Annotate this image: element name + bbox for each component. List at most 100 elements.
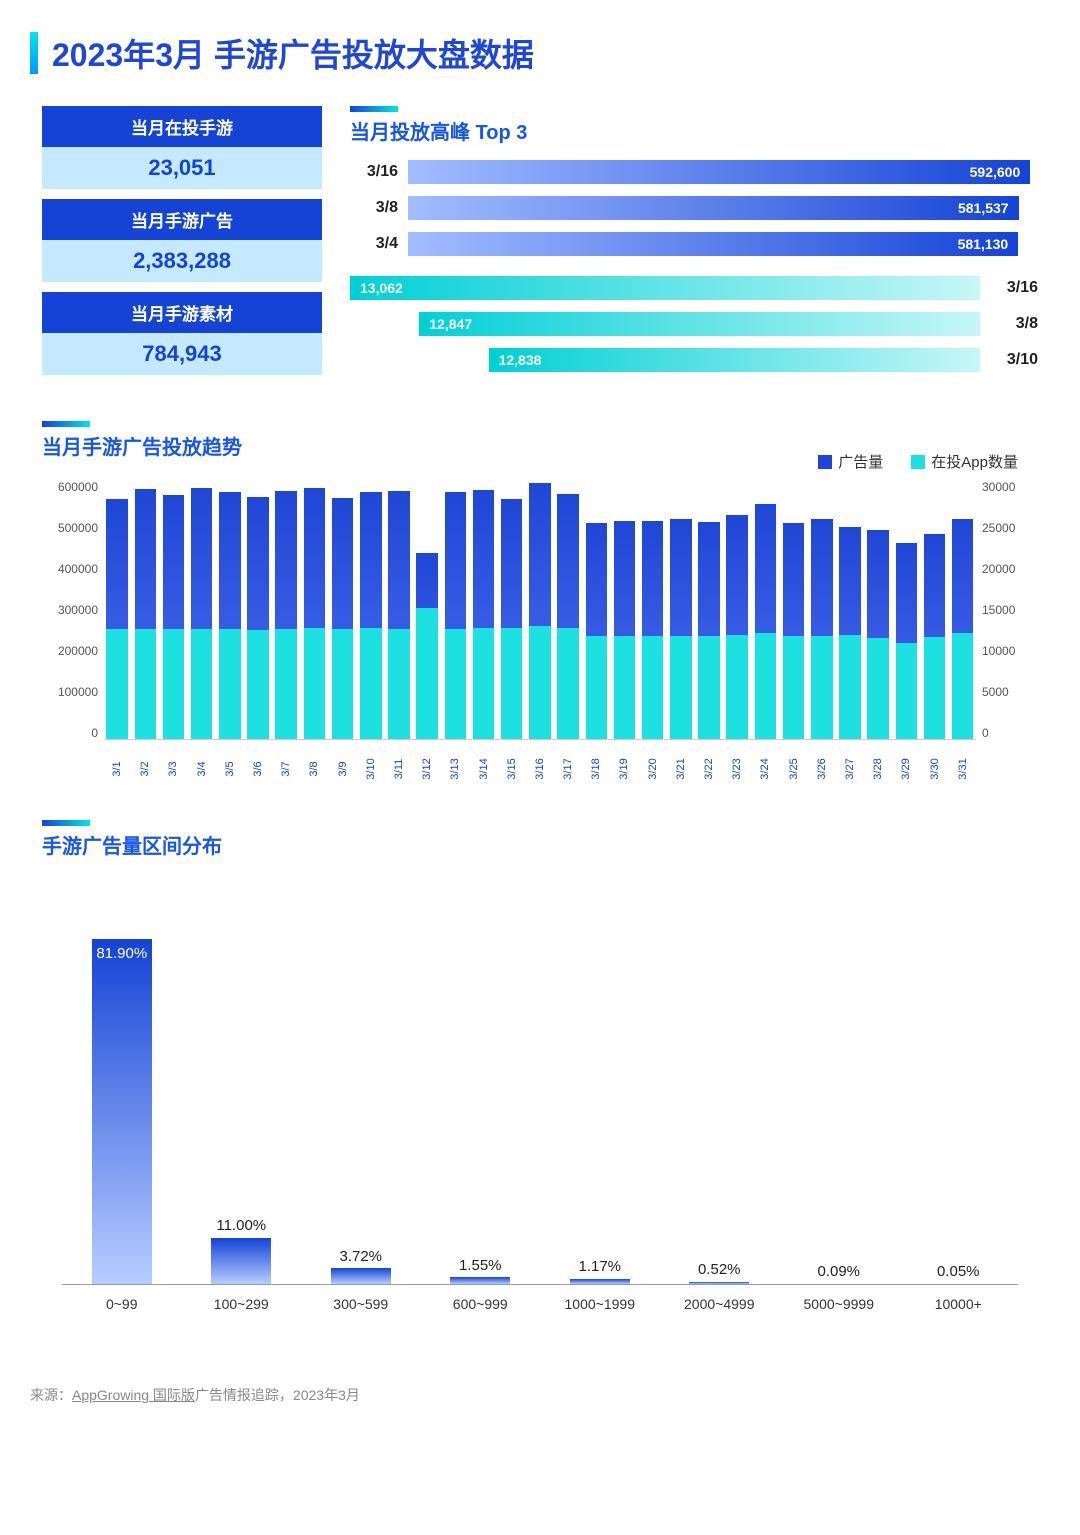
trend-day-label: 3/9 [337,761,349,776]
distribution-section: 手游广告量区间分布 81.90%0~9911.00%100~2993.72%30… [30,820,1050,1325]
trend-app-bar [163,629,184,740]
trend-day-label: 3/26 [816,758,828,779]
trend-day-label: 3/31 [957,758,969,779]
trend-app-bar [135,629,156,740]
dist-bin-column: 0.52%2000~4999 [660,905,780,1284]
peak-value: 581,537 [958,200,1019,216]
legend-ad-swatch [818,455,832,469]
yaxis-tick: 0 [42,726,98,740]
footer-suffix: 广告情报追踪，2023年3月 [195,1387,360,1403]
peak-cyan-row: 12,8473/8 [350,309,1038,339]
peak-blue-row: 3/4581,130 [350,229,1038,259]
trend-day-column: 3/9 [330,480,356,739]
peak-bar-track: 581,130 [408,232,1038,256]
peak-column: 当月投放高峰 Top 3 3/16592,6003/8581,5373/4581… [350,106,1038,381]
dist-bin-column: 81.90%0~99 [62,905,182,1284]
trend-app-bar [445,629,466,740]
trend-day-column: 3/25 [781,480,807,739]
peak-date-label: 3/4 [350,235,408,253]
trend-day-column: 3/21 [668,480,694,739]
trend-app-bar [924,637,945,739]
trend-day-column: 3/15 [499,480,525,739]
trend-yaxis-left: 6000005000004000003000002000001000000 [42,480,98,740]
trend-day-label: 3/21 [675,758,687,779]
peak-date-label: 3/10 [980,351,1038,369]
dist-bar [450,1277,510,1284]
trend-day-label: 3/30 [929,758,941,779]
trend-app-bar [557,628,578,739]
trend-app-bar [867,638,888,739]
legend-ad-label: 广告量 [838,451,883,472]
trend-app-bar [275,629,296,739]
trend-day-column: 3/20 [640,480,666,739]
dist-bin-column: 1.17%1000~1999 [540,905,660,1284]
trend-day-label: 3/14 [478,758,490,779]
trend-app-bar [698,636,719,739]
dist-bin-column: 3.72%300~599 [301,905,421,1284]
trend-day-label: 3/7 [280,761,292,776]
trend-app-bar [642,636,663,739]
trend-day-label: 3/29 [900,758,912,779]
peak-value: 12,838 [489,352,542,368]
trend-heading: 当月手游广告投放趋势 [42,421,242,460]
trend-day-label: 3/15 [506,758,518,779]
yaxis-tick: 15000 [982,603,1038,617]
yaxis-tick: 20000 [982,562,1038,576]
footer-link: AppGrowing 国际版 [72,1387,195,1403]
peak-heading: 当月投放高峰 Top 3 [350,106,1038,145]
kpi-value: 2,383,288 [42,240,322,282]
trend-day-column: 3/7 [273,480,299,739]
trend-day-column: 3/13 [442,480,468,739]
trend-day-label: 3/10 [365,758,377,779]
trend-app-bar [473,628,494,739]
trend-app-bar [360,628,381,739]
peak-blue-bar: 592,600 [408,160,1030,184]
trend-day-label: 3/13 [449,758,461,779]
trend-app-bar [811,636,832,739]
trend-day-label: 3/24 [759,758,771,779]
dist-chart: 81.90%0~9911.00%100~2993.72%300~5991.55%… [42,905,1038,1325]
dist-bin-label: 0~99 [106,1296,138,1312]
trend-day-label: 3/19 [618,758,630,779]
peak-title: 当月投放高峰 Top 3 [350,116,1038,145]
dist-pct-label: 0.52% [698,1261,741,1278]
trend-app-bar [304,628,325,739]
trend-app-bar [529,626,550,739]
trend-day-label: 3/11 [393,759,405,780]
trend-day-column: 3/3 [160,480,186,739]
peak-date-label: 3/16 [980,279,1038,297]
peak-cyan-bars: 13,0623/1612,8473/812,8383/10 [350,273,1038,375]
dist-bin-label: 10000+ [935,1296,982,1312]
peak-value: 12,847 [419,316,472,332]
dist-bin-label: 2000~4999 [684,1296,754,1312]
dist-bar [570,1279,630,1284]
dist-pct-label: 3.72% [339,1248,382,1265]
page-title: 2023年3月 手游广告投放大盘数据 [52,30,534,76]
peak-bar-track: 592,600 [408,160,1038,184]
trend-day-column: 3/29 [893,480,919,739]
dist-pct-label: 1.55% [459,1257,502,1274]
trend-day-column: 3/17 [555,480,581,739]
dist-bin-label: 5000~9999 [804,1296,874,1312]
trend-day-column: 3/26 [809,480,835,739]
trend-day-column: 3/14 [470,480,496,739]
trend-day-column: 3/12 [414,480,440,739]
trend-day-column: 3/18 [583,480,609,739]
dist-bin-column: 0.05%10000+ [899,905,1019,1284]
yaxis-tick: 300000 [42,603,98,617]
kpi-card: 当月手游素材784,943 [42,292,322,375]
trend-day-column: 3/4 [189,480,215,739]
legend-ad: 广告量 [818,451,883,472]
peak-value: 592,600 [970,164,1031,180]
trend-day-label: 3/6 [252,761,264,776]
dist-bin-column: 11.00%100~299 [182,905,302,1284]
trend-day-label: 3/8 [308,761,320,776]
dist-bar [92,939,152,1284]
yaxis-tick: 30000 [982,480,1038,494]
dist-bin-column: 1.55%600~999 [421,905,541,1284]
trend-chart: 6000005000004000003000002000001000000 3/… [42,480,1038,780]
trend-day-column: 3/16 [527,480,553,739]
trend-day-column: 3/8 [301,480,327,739]
trend-app-bar [614,636,635,739]
peak-bar-track: 12,838 [350,348,980,372]
